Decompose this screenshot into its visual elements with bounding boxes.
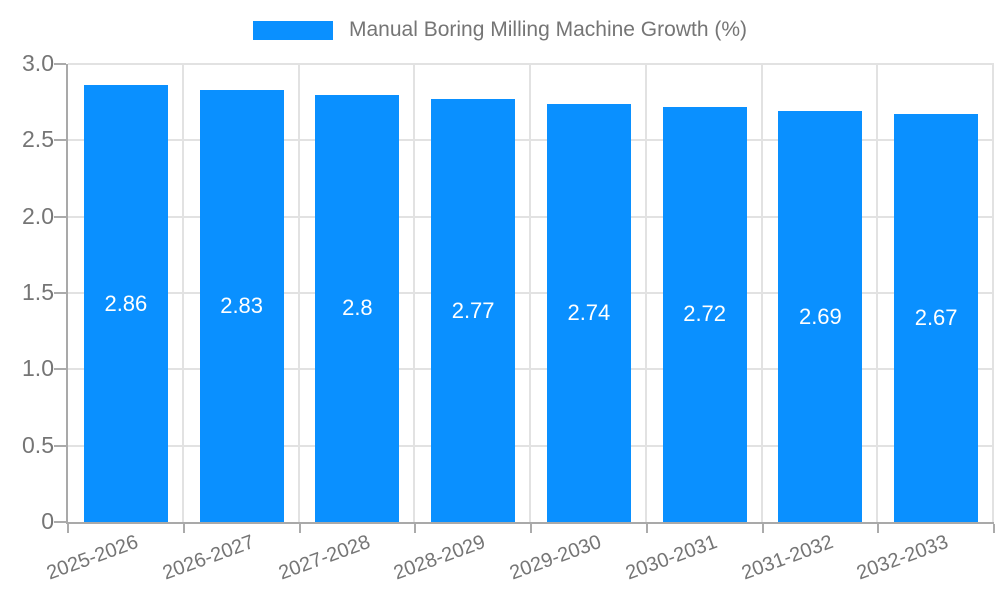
y-tick-mark — [54, 444, 66, 447]
legend-swatch-icon — [253, 20, 333, 40]
y-tick-label: 0 — [41, 508, 54, 534]
x-tick-mark — [414, 524, 417, 533]
x-tick-mark — [298, 524, 301, 533]
bar[interactable]: 2.86 — [83, 85, 168, 522]
x-tick-mark — [182, 524, 185, 533]
y-tick-label: 1.5 — [22, 279, 54, 305]
x-tick-label: 2032-2033 — [854, 531, 952, 585]
bar-value-label: 2.72 — [683, 301, 727, 327]
bar[interactable]: 2.72 — [662, 106, 747, 522]
bar-value-label: 2.8 — [342, 295, 373, 321]
gridline-vertical — [760, 64, 763, 522]
gridline-horizontal — [68, 139, 994, 142]
x-tick-label: 2026-2027 — [159, 531, 258, 585]
x-tick-label: 2028-2029 — [391, 531, 489, 585]
x-tick-mark — [645, 524, 648, 533]
x-tick-label: 2031-2032 — [738, 531, 836, 585]
bar-value-label: 2.69 — [798, 303, 842, 329]
bar[interactable]: 2.77 — [431, 99, 516, 522]
y-tick-label: 3.0 — [22, 50, 54, 76]
x-tick-label: 2027-2028 — [275, 531, 373, 585]
gridline-horizontal — [68, 215, 994, 218]
legend[interactable]: Manual Boring Milling Machine Growth (%) — [0, 18, 1000, 42]
bar-value-label: 2.74 — [567, 299, 611, 325]
bar-value-label: 2.83 — [220, 292, 264, 318]
x-tick-label: 2025-2026 — [43, 531, 142, 585]
legend-label: Manual Boring Milling Machine Growth (%) — [349, 18, 747, 41]
gridline-vertical — [992, 64, 994, 522]
bar[interactable]: 2.83 — [199, 89, 284, 522]
bar-value-label: 2.77 — [451, 297, 495, 323]
bar-value-label: 2.86 — [104, 290, 148, 316]
x-tick-mark — [993, 524, 995, 533]
gridline-vertical — [876, 64, 879, 522]
plot-area: 2.86 2.83 2.8 2.77 2.74 2.72 2.69 2.67 — [54, 63, 995, 533]
y-tick-label: 2.5 — [22, 126, 54, 153]
y-tick-label: 2.0 — [22, 202, 54, 229]
gridline-vertical — [529, 64, 531, 522]
bar[interactable]: 2.69 — [778, 111, 863, 522]
y-tick-mark — [54, 368, 66, 371]
gridline-horizontal — [68, 63, 994, 65]
gridline-horizontal — [68, 368, 994, 371]
x-tick-mark — [530, 524, 532, 533]
x-tick-mark — [761, 524, 764, 533]
gridline-vertical — [181, 64, 184, 522]
bar[interactable]: 2.67 — [894, 114, 979, 522]
y-tick-mark — [54, 63, 66, 65]
gridline-horizontal — [68, 292, 994, 294]
gridline-horizontal — [68, 444, 994, 447]
x-tick-mark — [67, 524, 69, 533]
y-tick-mark — [54, 521, 66, 523]
x-tick-label: 2029-2030 — [506, 531, 605, 585]
x-tick-mark — [877, 524, 880, 533]
gridline-vertical — [413, 64, 416, 522]
x-tick-label: 2030-2031 — [622, 531, 721, 585]
bar[interactable]: 2.8 — [315, 94, 400, 522]
y-tick-mark — [54, 215, 66, 218]
y-tick-label: 1.0 — [22, 355, 54, 382]
gridline-vertical — [644, 64, 647, 522]
x-axis-line — [66, 522, 994, 524]
y-axis-line — [66, 64, 68, 522]
gridline-vertical — [297, 64, 300, 522]
bar-value-label: 2.67 — [914, 305, 958, 331]
bar[interactable]: 2.74 — [546, 103, 631, 522]
y-tick-mark — [54, 139, 66, 142]
y-tick-label: 0.5 — [22, 431, 54, 458]
y-tick-mark — [54, 292, 66, 294]
